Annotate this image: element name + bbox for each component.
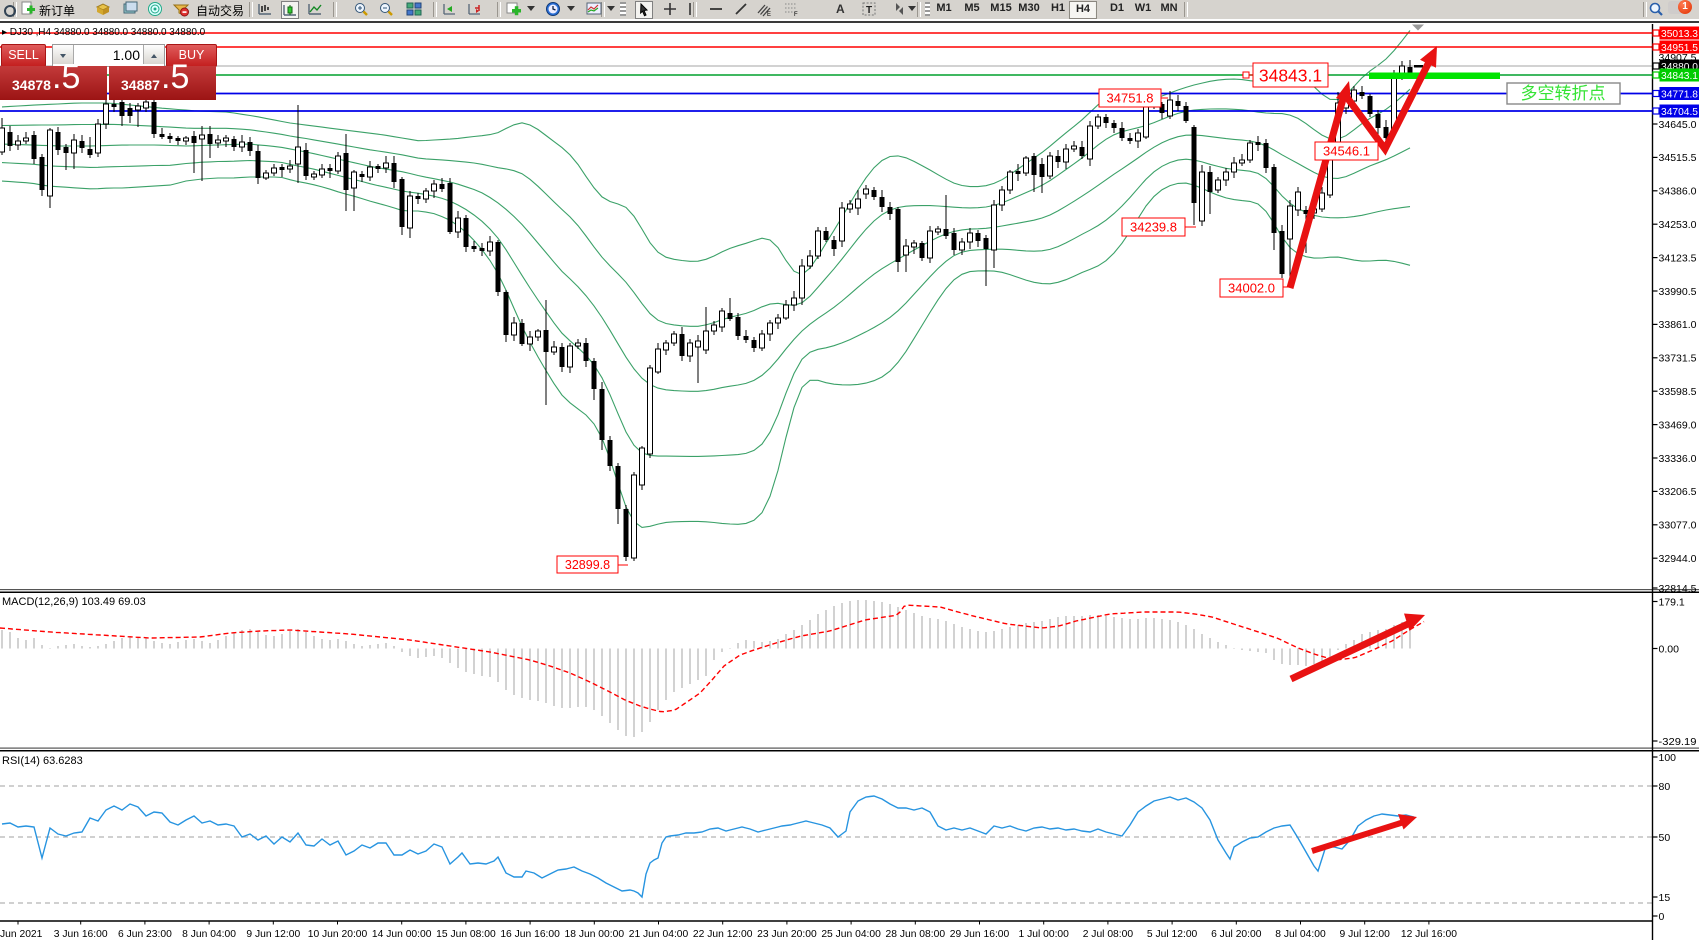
- svg-text:32944.0: 32944.0: [1659, 553, 1697, 565]
- svg-text:33598.5: 33598.5: [1659, 386, 1697, 398]
- svg-text:F: F: [794, 12, 798, 17]
- svg-text:34751.8: 34751.8: [1107, 91, 1154, 106]
- svg-text:多空转折点: 多空转折点: [1521, 84, 1606, 103]
- svg-text:9 Jun 12:00: 9 Jun 12:00: [246, 929, 300, 940]
- svg-text:33731.5: 33731.5: [1659, 353, 1697, 365]
- svg-text:-329.19: -329.19: [1659, 736, 1697, 748]
- svg-text:0: 0: [1659, 911, 1665, 923]
- svg-text:8 Jun 04:00: 8 Jun 04:00: [182, 929, 236, 940]
- svg-text:23 Jun 20:00: 23 Jun 20:00: [757, 929, 817, 940]
- svg-text:Jun 2021: Jun 2021: [0, 929, 43, 940]
- svg-text:25 Jun 04:00: 25 Jun 04:00: [821, 929, 881, 940]
- svg-text:T: T: [866, 5, 872, 16]
- svg-text:34645.0: 34645.0: [1659, 119, 1697, 131]
- svg-text:15 Jun 08:00: 15 Jun 08:00: [436, 929, 496, 940]
- svg-text:16 Jun 16:00: 16 Jun 16:00: [500, 929, 560, 940]
- svg-text:34771.8: 34771.8: [1661, 88, 1698, 100]
- svg-text:22 Jun 12:00: 22 Jun 12:00: [693, 929, 753, 940]
- svg-text:6 Jul 20:00: 6 Jul 20:00: [1211, 929, 1262, 940]
- svg-text:100: 100: [1659, 752, 1677, 764]
- svg-text:32814.5: 32814.5: [1659, 583, 1697, 595]
- svg-text:E: E: [767, 12, 771, 17]
- svg-text:33077.0: 33077.0: [1659, 520, 1697, 532]
- svg-text:1 Jul 00:00: 1 Jul 00:00: [1019, 929, 1070, 940]
- svg-text:35013.3: 35013.3: [1661, 28, 1698, 40]
- svg-text:34239.8: 34239.8: [1130, 220, 1177, 235]
- svg-text:9 Jul 12:00: 9 Jul 12:00: [1340, 929, 1391, 940]
- svg-text:28 Jun 08:00: 28 Jun 08:00: [886, 929, 946, 940]
- svg-text:MACD(12,26,9) 103.49 69.03: MACD(12,26,9) 103.49 69.03: [2, 596, 146, 608]
- svg-text:0.00: 0.00: [1659, 643, 1680, 655]
- svg-text:29 Jun 16:00: 29 Jun 16:00: [950, 929, 1010, 940]
- svg-text:33206.5: 33206.5: [1659, 486, 1697, 498]
- svg-text:RSI(14) 63.6283: RSI(14) 63.6283: [2, 755, 83, 767]
- svg-text:34515.5: 34515.5: [1659, 152, 1697, 164]
- svg-text:14 Jun 00:00: 14 Jun 00:00: [372, 929, 432, 940]
- svg-text:6 Jun 23:00: 6 Jun 23:00: [118, 929, 172, 940]
- svg-text:34546.1: 34546.1: [1323, 144, 1370, 159]
- svg-text:10 Jun 20:00: 10 Jun 20:00: [308, 929, 368, 940]
- svg-text:32899.8: 32899.8: [565, 558, 610, 572]
- svg-text:3 Jun 16:00: 3 Jun 16:00: [54, 929, 108, 940]
- svg-text:34253.0: 34253.0: [1659, 219, 1697, 231]
- svg-text:34386.0: 34386.0: [1659, 186, 1697, 198]
- svg-text:34123.5: 34123.5: [1659, 252, 1697, 264]
- svg-text:34843.1: 34843.1: [1661, 70, 1698, 82]
- svg-text:33990.5: 33990.5: [1659, 286, 1697, 298]
- svg-text:179.1: 179.1: [1659, 596, 1685, 608]
- svg-text:18 Jun 00:00: 18 Jun 00:00: [565, 929, 625, 940]
- svg-text:15: 15: [1659, 892, 1671, 904]
- svg-text:33336.0: 33336.0: [1659, 453, 1697, 465]
- svg-text:2 Jul 08:00: 2 Jul 08:00: [1083, 929, 1134, 940]
- svg-text:8 Jul 04:00: 8 Jul 04:00: [1275, 929, 1326, 940]
- svg-text:5 Jul 12:00: 5 Jul 12:00: [1147, 929, 1198, 940]
- svg-text:33861.0: 33861.0: [1659, 319, 1697, 331]
- svg-text:12 Jul 16:00: 12 Jul 16:00: [1401, 929, 1457, 940]
- svg-text:34843.1: 34843.1: [1259, 65, 1322, 85]
- svg-text:34951.5: 34951.5: [1661, 42, 1698, 54]
- svg-text:33469.0: 33469.0: [1659, 419, 1697, 431]
- svg-text:34002.0: 34002.0: [1228, 281, 1275, 296]
- svg-text:50: 50: [1659, 832, 1671, 844]
- svg-text:21 Jun 04:00: 21 Jun 04:00: [629, 929, 689, 940]
- svg-text:34704.5: 34704.5: [1661, 106, 1698, 118]
- svg-text:80: 80: [1659, 781, 1671, 793]
